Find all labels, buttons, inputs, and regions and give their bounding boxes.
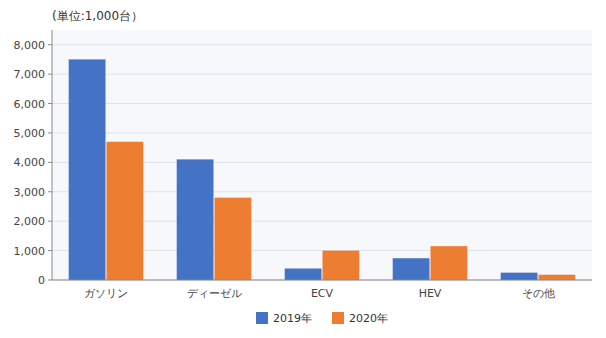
legend-label: 2019年 [273, 312, 312, 325]
y-tick-label: 2,000 [14, 215, 46, 228]
bar [107, 142, 144, 280]
y-tick [48, 250, 52, 251]
y-axis-line [52, 30, 53, 280]
legend: 2019年 2020年 [256, 312, 388, 325]
chart-container: (単位:1,000台） 0 1,000 2,000 3,000 4,000 5,000 6,0… [0, 0, 606, 338]
bar [431, 246, 468, 280]
bar [323, 251, 360, 280]
grid-line [52, 74, 592, 75]
bar [539, 275, 576, 280]
bar [285, 269, 322, 280]
grid-line [52, 103, 592, 104]
grid-line [52, 132, 592, 133]
x-tick-label: ガソリン [84, 287, 128, 300]
y-tick-label: 8,000 [14, 39, 46, 52]
bar [393, 258, 430, 280]
y-tick-label: 6,000 [14, 98, 46, 111]
y-tick [48, 74, 52, 75]
grid-line [52, 280, 592, 281]
grid-line [52, 44, 592, 45]
y-tick [48, 44, 52, 45]
y-axis-label: (単位:1,000台） [52, 9, 143, 23]
legend-item: 2019年 [256, 312, 312, 325]
y-tick-label: 7,000 [14, 68, 46, 81]
x-tick-label: HEV [419, 287, 442, 300]
legend-swatch [256, 312, 268, 324]
y-tick [48, 103, 52, 104]
bar [501, 273, 538, 280]
bar [215, 198, 252, 280]
legend-label: 2020年 [349, 312, 388, 325]
y-tick-label: 5,000 [14, 127, 46, 140]
y-grid [52, 45, 592, 280]
chart-svg: (単位:1,000台） 0 1,000 2,000 3,000 4,000 5,000 6,0… [0, 0, 606, 338]
bar [69, 59, 106, 280]
x-tick-label: ECV [311, 287, 334, 300]
y-tick [48, 132, 52, 133]
y-tick [48, 280, 52, 281]
y-tick-label: 0 [38, 274, 45, 287]
y-tick [48, 191, 52, 192]
x-tick-label: その他 [522, 287, 555, 300]
y-tick-label: 4,000 [14, 156, 46, 169]
y-tick [48, 162, 52, 163]
legend-item: 2020年 [332, 312, 388, 325]
x-axis-line [52, 280, 592, 281]
y-tick-label: 3,000 [14, 186, 46, 199]
bars [69, 59, 576, 280]
x-tick-label: ディーゼル [187, 287, 242, 300]
bar [177, 159, 214, 280]
plot-background [52, 30, 592, 280]
y-tick [48, 221, 52, 222]
legend-swatch [332, 312, 344, 324]
y-tick-label: 1,000 [14, 245, 46, 258]
